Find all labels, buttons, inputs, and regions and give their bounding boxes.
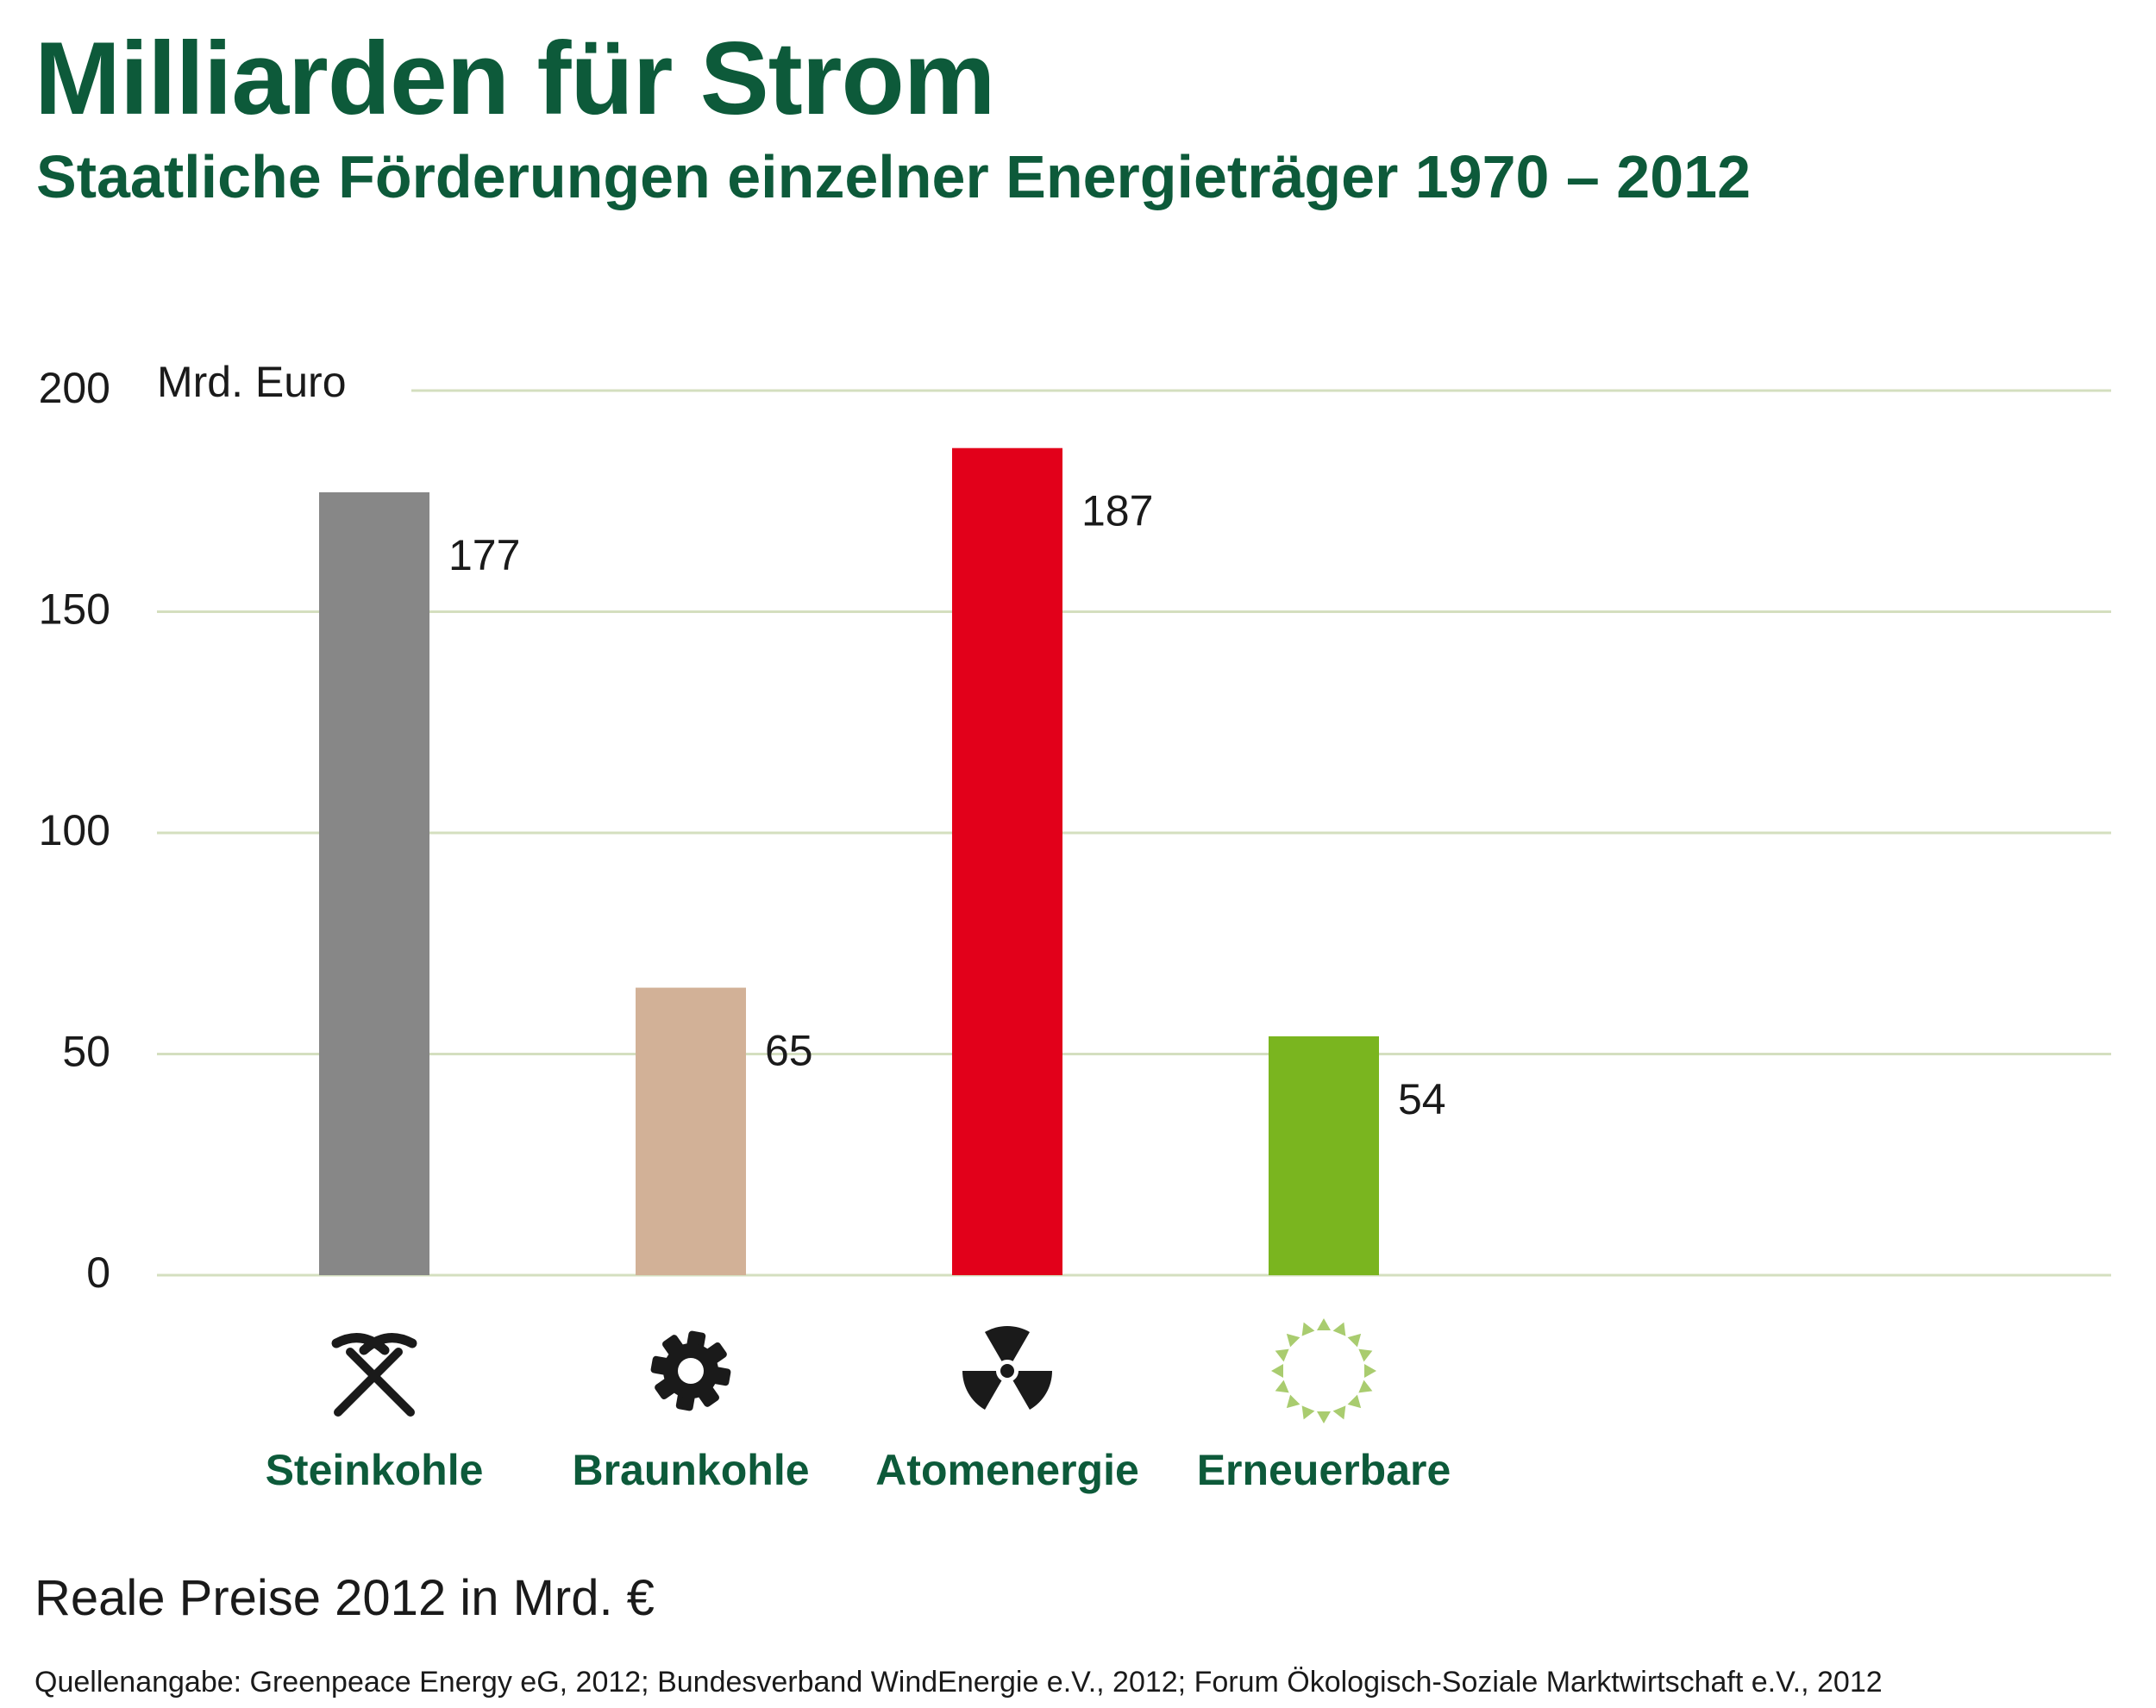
y-tick-label: 0 [86, 1248, 110, 1297]
bar-erneuerbare [1269, 1035, 1379, 1275]
price-basis-note: Reale Preise 2012 in Mrd. € [34, 1570, 655, 1626]
category-icons [331, 1318, 1376, 1423]
value-label-braunkohle: 65 [765, 1027, 813, 1075]
bar-steinkohle [319, 491, 429, 1275]
category-label-atomenergie: Atomenergie [875, 1446, 1139, 1494]
sun-icon [1271, 1318, 1376, 1423]
category-label-erneuerbare: Erneuerbare [1197, 1446, 1451, 1494]
y-axis-ticks: 0 50 100 150 200 [39, 364, 110, 1297]
value-label-atomenergie: 187 [1081, 487, 1153, 535]
y-tick-label: 150 [39, 585, 110, 634]
value-labels: 177 65 187 54 [448, 487, 1446, 1123]
y-axis-unit-label: Mrd. Euro [157, 358, 347, 406]
chart-title: Milliarden für Strom [34, 21, 995, 136]
chart-subtitle: Staatliche Förderungen einzelner Energie… [36, 143, 1752, 210]
source-note: Quellenangabe: Greenpeace Energy eG, 201… [34, 1666, 1883, 1699]
value-label-erneuerbare: 54 [1398, 1075, 1446, 1123]
bar-braunkohle [636, 987, 746, 1275]
bars [319, 447, 1379, 1275]
category-label-braunkohle: Braunkohle [572, 1446, 809, 1494]
gear-icon [650, 1330, 731, 1411]
y-tick-label: 100 [39, 806, 110, 854]
bar-atomenergie [952, 447, 1062, 1275]
x-axis-labels: Steinkohle Braunkohle Atomenergie Erneuerba… [266, 1446, 1451, 1494]
pickaxe-icon [331, 1333, 417, 1417]
category-label-steinkohle: Steinkohle [266, 1446, 484, 1494]
radiation-icon [962, 1326, 1052, 1411]
y-tick-label: 50 [62, 1028, 110, 1076]
value-label-steinkohle: 177 [448, 531, 520, 579]
gridlines [157, 389, 2111, 1277]
y-tick-label: 200 [39, 364, 110, 412]
